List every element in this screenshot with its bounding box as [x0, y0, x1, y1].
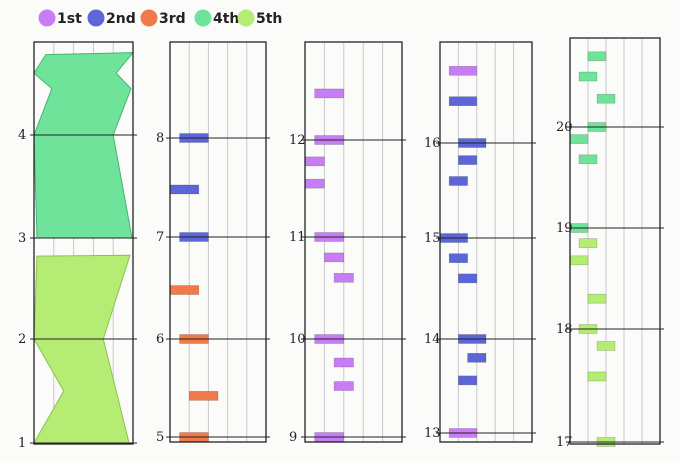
bar-2nd — [448, 253, 468, 263]
tick-label: 1 — [18, 436, 26, 451]
bar-4th — [596, 93, 616, 104]
bar-2nd — [458, 155, 478, 165]
tick-label: 9 — [289, 430, 297, 445]
tick-label: 20 — [556, 120, 573, 135]
bar-2nd — [467, 352, 487, 363]
bar-4th — [578, 71, 598, 82]
bar-5th — [569, 255, 589, 266]
series-5th-area — [33, 254, 131, 444]
tick-label: 11 — [289, 230, 306, 245]
bar-2nd — [448, 96, 478, 106]
tick-label: 3 — [18, 231, 26, 246]
legend-swatch — [38, 9, 56, 27]
panel-4: 13 14 15 16 — [424, 41, 536, 443]
tick-label: 6 — [156, 332, 164, 347]
bar-2nd — [169, 184, 200, 195]
legend-item-1st: 1st — [38, 9, 82, 27]
panel-frame — [169, 41, 267, 443]
legend-swatch — [194, 9, 212, 27]
panel-frame — [439, 41, 533, 443]
tick-label: 8 — [156, 131, 164, 146]
legend-item-3rd: 3rd — [140, 9, 186, 27]
legend-item-2nd: 2nd — [87, 9, 136, 27]
bar-1st — [304, 156, 325, 167]
bar-1st — [333, 357, 354, 368]
panel-2: 5 6 7 8 — [156, 41, 270, 445]
panel-1: 1 2 3 4 — [18, 41, 137, 451]
tick-label: 2 — [18, 332, 26, 347]
legend-label: 4th — [213, 11, 239, 27]
legend-swatch — [140, 9, 158, 27]
tick-label: 12 — [289, 133, 306, 148]
legend-item-4th: 4th — [194, 9, 239, 27]
bar-5th — [587, 371, 607, 382]
panel-frame — [304, 41, 403, 443]
bar-2nd — [448, 176, 468, 186]
bar-5th — [578, 238, 598, 248]
legend-swatch — [87, 9, 105, 27]
series-4th-area — [33, 52, 135, 239]
tick-label: 17 — [556, 435, 573, 450]
tick-label: 19 — [556, 221, 573, 236]
tick-label: 10 — [289, 332, 306, 347]
bar-4th — [587, 51, 607, 62]
legend-label: 2nd — [106, 11, 136, 27]
bar-1st — [333, 381, 354, 391]
bar-5th — [596, 341, 616, 351]
legend-swatch — [237, 9, 255, 27]
tick-label: 13 — [424, 426, 441, 441]
tick-label: 4 — [18, 128, 26, 143]
legend-label: 5th — [256, 11, 282, 27]
bar-1st — [324, 252, 345, 263]
bar-1st — [333, 272, 354, 283]
bar-5th — [587, 293, 607, 304]
legend-label: 1st — [57, 11, 82, 27]
bar-2nd — [458, 375, 478, 386]
legend: 1st 2nd 3rd 4th 5th — [38, 9, 282, 27]
bar-3rd — [169, 285, 200, 295]
panel-5: 17 18 19 20 — [556, 37, 664, 450]
tick-label: 5 — [156, 430, 164, 445]
bar-1st — [448, 66, 478, 76]
bar-1st — [314, 88, 345, 99]
legend-label: 3rd — [159, 11, 186, 27]
tick-label: 14 — [424, 332, 441, 347]
bar-4th — [578, 154, 598, 165]
tick-label: 18 — [556, 322, 573, 337]
bar-3rd — [188, 391, 219, 401]
bar-1st — [304, 178, 325, 189]
panel-frame — [569, 37, 661, 445]
tick-label: 7 — [156, 230, 164, 245]
tick-label: 15 — [424, 231, 441, 246]
panel-frame — [33, 41, 134, 445]
tick-label: 16 — [424, 136, 441, 151]
legend-item-5th: 5th — [237, 9, 282, 27]
bar-2nd — [458, 273, 478, 284]
bar-4th — [569, 134, 589, 144]
panel-3: 9 10 11 12 — [289, 41, 406, 445]
